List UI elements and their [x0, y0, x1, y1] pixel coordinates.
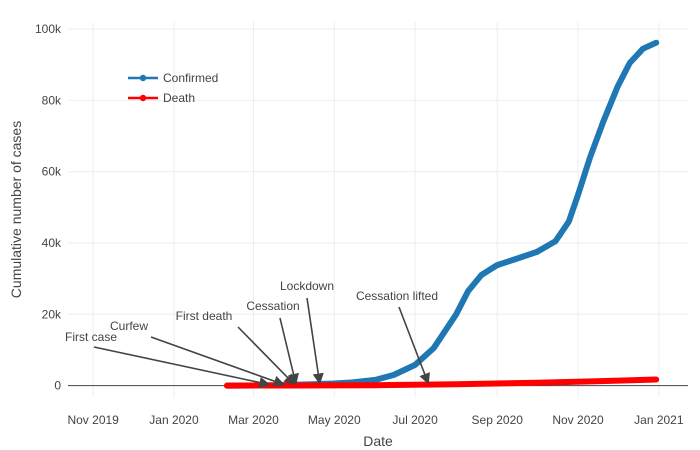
x-tick-label: Jan 2020 [149, 413, 199, 427]
gridlines [68, 22, 688, 397]
legend-label-death: Death [163, 91, 195, 105]
legend-label-confirmed: Confirmed [163, 71, 218, 85]
annotation-label: Cessation [246, 299, 299, 313]
x-tick-labels: Nov 2019 Jan 2020 Mar 2020 May 2020 Jul 2020… [67, 413, 683, 427]
y-axis-title: Cumulative number of cases [8, 121, 24, 298]
annotation-arrow [150, 336, 285, 387]
series-death-line[interactable] [224, 376, 660, 389]
annotation-label: Curfew [110, 319, 148, 333]
legend-marker-confirmed [139, 74, 147, 82]
annotation-arrow [93, 346, 271, 388]
annotation-arrow [237, 326, 296, 386]
y-tick-label: 80k [42, 93, 62, 107]
annotation-arrow [306, 297, 324, 385]
annotation-label: Cessation lifted [356, 289, 438, 303]
y-tick-label: 100k [35, 22, 62, 36]
annotation-label: First death [176, 309, 233, 323]
x-tick-label: Nov 2020 [552, 413, 604, 427]
x-tick-label: Sep 2020 [472, 413, 524, 427]
y-tick-label: 40k [42, 236, 62, 250]
annotation-label: Lockdown [280, 279, 334, 293]
series-confirmed-line[interactable] [224, 39, 660, 389]
y-tick-label: 20k [42, 307, 62, 321]
x-tick-label: Mar 2020 [228, 413, 279, 427]
y-tick-label: 60k [42, 165, 62, 179]
annotation-arrow [398, 306, 430, 385]
x-tick-label: Jan 2021 [634, 413, 684, 427]
x-tick-label: Nov 2019 [67, 413, 119, 427]
legend-marker-death [139, 94, 147, 102]
annotation-arrow [279, 317, 299, 385]
series-lines [224, 39, 660, 389]
x-axis-title: Date [363, 433, 393, 449]
x-tick-label: May 2020 [308, 413, 361, 427]
y-tick-labels: 0 20k 40k 60k 80k 100k [35, 22, 62, 392]
legend[interactable]: Confirmed Death [128, 71, 218, 105]
annotation-label: First case [65, 330, 117, 344]
y-tick-label: 0 [54, 379, 61, 393]
x-tick-label: Jul 2020 [392, 413, 438, 427]
